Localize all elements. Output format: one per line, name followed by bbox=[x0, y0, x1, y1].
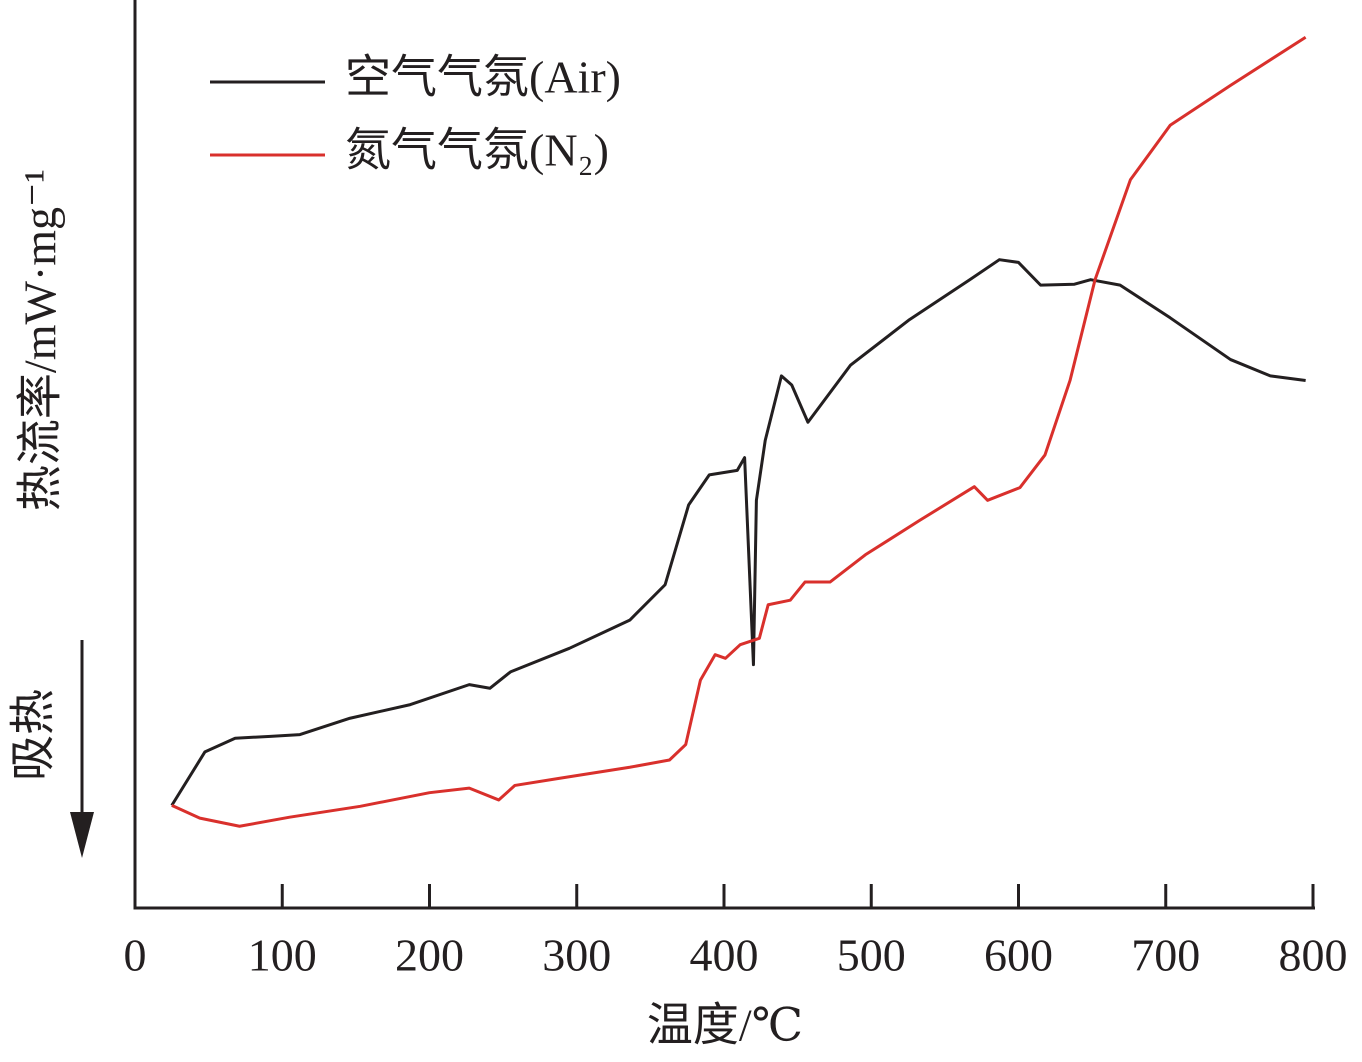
x-tick-label: 500 bbox=[837, 930, 906, 981]
data-line bbox=[171, 35, 1307, 828]
x-tick-label: 400 bbox=[690, 930, 759, 981]
annotation: 吸热 bbox=[8, 689, 59, 781]
x-tick-label: 600 bbox=[984, 930, 1053, 981]
arrow-head bbox=[70, 812, 94, 858]
x-tick-label: 300 bbox=[542, 930, 611, 981]
x-tick-label: 0 bbox=[124, 930, 147, 981]
legend-label: 氮气气氛(N₂) bbox=[345, 125, 609, 176]
x-tick-label: 200 bbox=[395, 930, 464, 981]
y-axis-label: 热流率/mW·mg⁻¹ bbox=[15, 169, 66, 511]
x-tick-label: 100 bbox=[248, 930, 317, 981]
x-tick-label: 800 bbox=[1279, 930, 1348, 981]
legend-label: 空气气氛(Air) bbox=[345, 52, 621, 103]
x-axis-label: 温度/℃ bbox=[647, 1000, 803, 1051]
data-line bbox=[170, 258, 1306, 807]
x-tick-label: 700 bbox=[1131, 930, 1200, 981]
